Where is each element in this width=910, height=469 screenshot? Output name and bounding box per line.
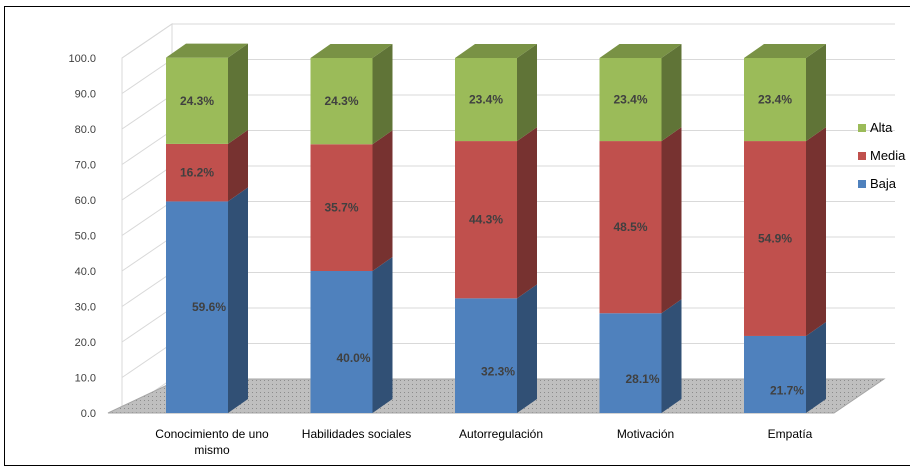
bar-side-baja	[228, 187, 248, 413]
bar-side-baja	[806, 321, 826, 413]
data-label: 35.7%	[324, 201, 358, 215]
y-axis: 0.0 10.0 20.0 30.0 40.0 50.0 60.0 70.0 80.0 90.0 1…	[68, 53, 96, 420]
category-label: Empatía	[768, 427, 813, 441]
bar-side-media	[517, 127, 537, 299]
data-label: 16.2%	[180, 166, 214, 180]
y-tick-label: 70.0	[75, 160, 96, 172]
legend-swatch-media	[858, 152, 866, 160]
bar-side-alta	[372, 44, 393, 145]
legend-label-media: Media	[870, 148, 906, 163]
y-tick-label: 60.0	[75, 195, 96, 207]
y-tick-label: 0.0	[81, 408, 96, 420]
bar-alta	[744, 58, 806, 142]
data-label: 23.4%	[613, 93, 647, 107]
y-tick-label: 30.0	[75, 302, 96, 314]
category-label: Habilidades sociales	[302, 427, 411, 441]
bar-side-media	[806, 127, 826, 336]
data-labels: 59.6% 16.2% 24.3% 40.0% 35.7% 24.3% 32.3% 44.3%…	[180, 93, 804, 398]
bar-media	[310, 144, 373, 271]
category-label: Conocimiento de uno	[155, 427, 269, 441]
category-label: Motivación	[617, 427, 674, 441]
bar-baja	[310, 271, 373, 413]
data-label: 24.3%	[324, 94, 358, 108]
bar-side-media	[372, 130, 393, 271]
data-label: 28.1%	[625, 372, 659, 386]
bar-side-baja	[372, 257, 393, 413]
legend-swatch-alta	[858, 124, 866, 132]
bar-alta	[166, 57, 228, 144]
y-tick-label: 40.0	[75, 266, 96, 278]
bar-side-media	[228, 129, 248, 202]
bar-media	[599, 141, 662, 314]
bar-side-media	[661, 127, 682, 314]
gridline	[121, 23, 895, 59]
legend-label-baja: Baja	[870, 176, 897, 191]
data-label: 23.4%	[758, 93, 792, 107]
bar-alta	[310, 58, 373, 145]
bar-baja	[744, 335, 806, 413]
x-axis: Conocimiento de uno mismo Habilidades soci…	[155, 427, 812, 457]
bar-side-alta	[661, 44, 682, 142]
y-tick-label: 90.0	[75, 89, 96, 101]
y-tick-label: 80.0	[75, 124, 96, 136]
bar-side-alta	[517, 44, 537, 142]
bar-side-alta	[228, 43, 248, 144]
category-label: mismo	[194, 443, 230, 457]
data-label: 24.3%	[180, 94, 214, 108]
bar-baja	[599, 313, 662, 413]
bars	[166, 43, 826, 413]
bar-alta	[599, 58, 662, 142]
bar-baja	[455, 298, 517, 413]
bar-top-alta	[744, 44, 826, 58]
data-label: 40.0%	[336, 351, 370, 365]
data-label: 54.9%	[758, 232, 792, 246]
bar-top-alta	[310, 44, 393, 58]
y-tick-label: 10.0	[75, 373, 96, 385]
legend-swatch-baja	[858, 180, 866, 188]
category-label: Autorregulación	[459, 427, 543, 441]
data-label: 23.4%	[469, 93, 503, 107]
data-label: 44.3%	[469, 213, 503, 227]
data-label: 59.6%	[192, 300, 226, 314]
bar-side-alta	[806, 44, 826, 142]
data-label: 32.3%	[481, 365, 515, 379]
bar-top-alta	[599, 44, 682, 58]
bar-top-alta	[166, 43, 248, 58]
bar-media	[744, 141, 806, 336]
bar-side-baja	[517, 284, 537, 413]
data-label: 21.7%	[770, 383, 804, 397]
legend: Alta Media Baja	[858, 120, 906, 191]
y-tick-label: 100.0	[68, 53, 96, 65]
bar-alta	[455, 58, 517, 142]
bar-baja	[166, 201, 228, 413]
data-label: 48.5%	[613, 220, 647, 234]
legend-label-alta: Alta	[870, 120, 893, 135]
bar-media	[455, 141, 517, 299]
y-tick-label: 20.0	[75, 337, 96, 349]
bar-side-baja	[661, 299, 682, 413]
bar-media	[166, 143, 228, 202]
bar-top-alta	[455, 44, 537, 58]
y-tick-label: 50.0	[75, 231, 96, 243]
